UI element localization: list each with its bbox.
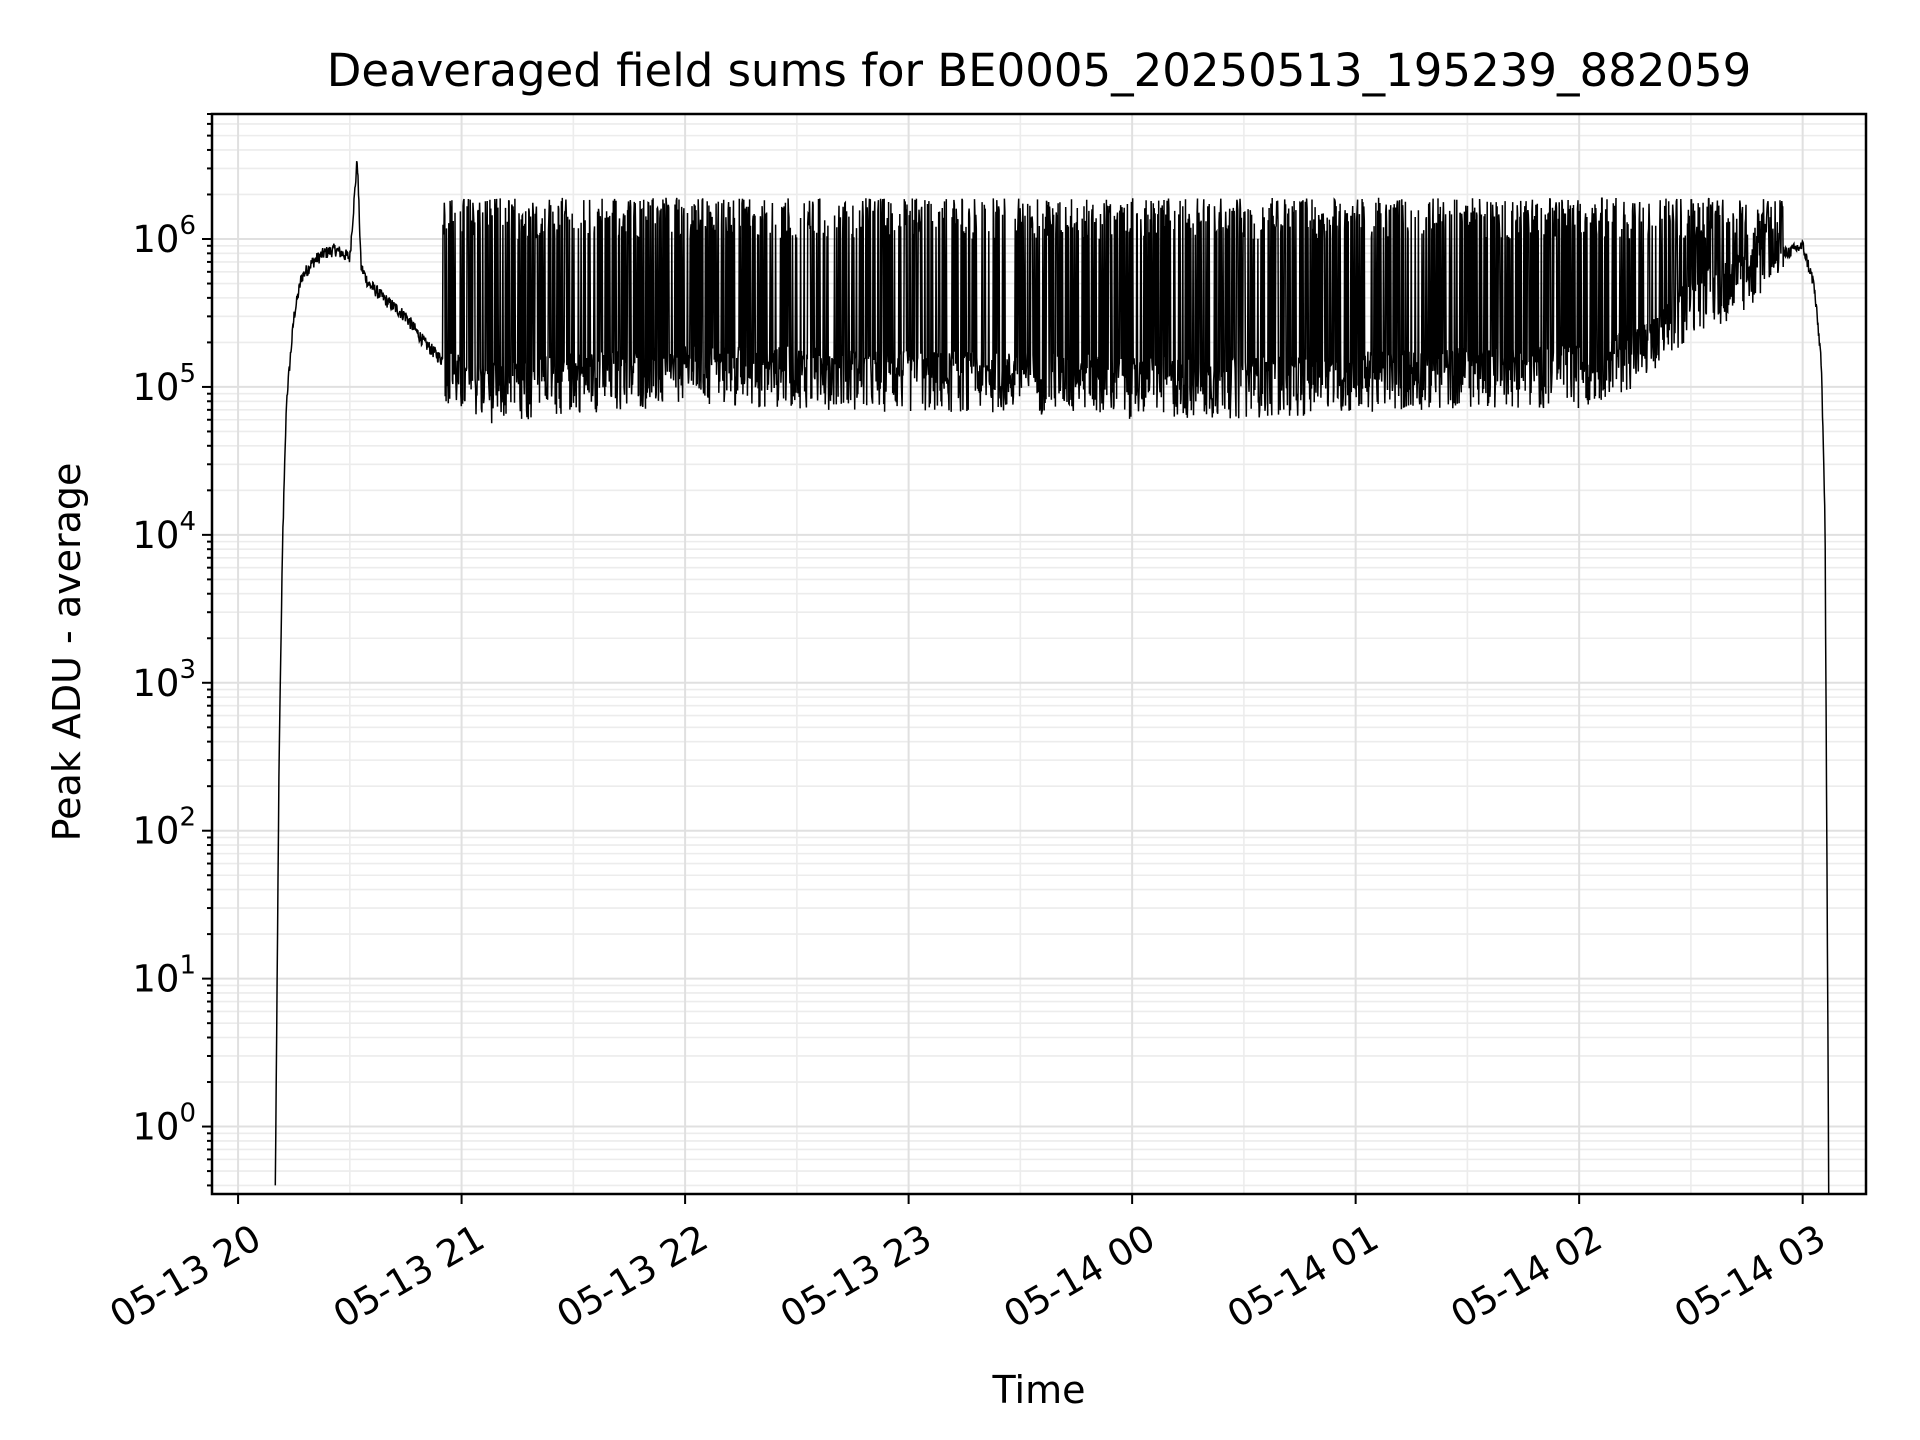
- data-series-line: [274, 161, 1830, 1195]
- x-axis-label: Time: [992, 1368, 1086, 1412]
- y-axis-label: Peak ADU - average: [45, 463, 89, 842]
- x-tick-label: 05-14 01: [1220, 1216, 1386, 1336]
- y-tick-label: 104: [132, 507, 196, 557]
- chart-title: Deaveraged field sums for BE0005_2025051…: [327, 44, 1752, 97]
- y-tick-label: 103: [132, 655, 196, 705]
- y-tick-label: 100: [132, 1099, 196, 1149]
- x-tick-label: 05-14 00: [997, 1216, 1163, 1336]
- y-tick-label: 105: [132, 359, 196, 409]
- x-ticks: 05-13 20 05-13 21 05-13 22 05-13 23 05-14 00…: [103, 1194, 1833, 1337]
- y-tick-label: 106: [132, 211, 196, 261]
- plot-frame: [210, 112, 1868, 1196]
- x-tick-label: 05-13 21: [326, 1216, 492, 1336]
- x-tick-label: 05-14 03: [1667, 1216, 1833, 1336]
- y-ticks: 100 101 102 103 104 105 106: [132, 113, 212, 1187]
- y-tick-label: 102: [132, 803, 196, 853]
- y-tick-label: 101: [132, 951, 196, 1001]
- x-tick-label: 05-14 02: [1444, 1216, 1610, 1336]
- x-tick-label: 05-13 23: [773, 1216, 939, 1336]
- x-tick-label: 05-13 22: [550, 1216, 716, 1336]
- x-tick-label: 05-13 20: [103, 1216, 269, 1336]
